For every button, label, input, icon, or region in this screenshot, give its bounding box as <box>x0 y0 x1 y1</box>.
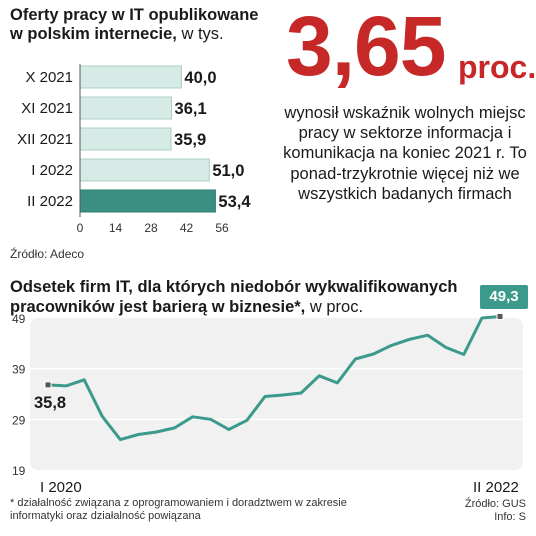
bar <box>79 65 182 89</box>
bar-category-label: I 2022 <box>31 162 73 179</box>
y-tick-label: 19 <box>12 464 26 478</box>
bar-value-label: 35,9 <box>174 131 206 149</box>
x-start-label: I 2020 <box>40 479 82 496</box>
line-chart: 19 29 39 49 35,8 <box>12 312 523 478</box>
x-end-label: II 2022 <box>473 479 519 496</box>
y-tick-label: 29 <box>12 413 26 427</box>
bar-category-label: XII 2021 <box>17 131 73 148</box>
end-point-marker <box>496 312 504 320</box>
bar-chart-source: Źródło: Adeco <box>10 247 85 261</box>
series-line <box>46 315 502 442</box>
y-tick-label: 49 <box>12 312 26 326</box>
bar-category-label: X 2021 <box>25 69 73 86</box>
bar-value-label: 40,0 <box>184 69 216 87</box>
bar-value-label: 36,1 <box>175 100 207 118</box>
end-value-badge: 49,3 <box>480 285 528 309</box>
line-chart-title: Odsetek firm IT, dla których niedobór wy… <box>10 278 480 317</box>
y-tick-label: 39 <box>12 363 26 377</box>
start-value-label: 35,8 <box>34 394 66 412</box>
bar <box>79 127 172 151</box>
bar-tick-label: 14 <box>109 221 123 235</box>
bar-category-label: XI 2021 <box>21 100 73 117</box>
bar-category-label: II 2022 <box>27 193 73 210</box>
start-point-marker <box>44 381 52 389</box>
highlight-description: wynosił wskaźnik wolnych miejsc pracy w … <box>283 104 527 203</box>
line-chart-title-text: Odsetek firm IT, dla których niedobór wy… <box>10 278 458 316</box>
bar-tick-label: 42 <box>180 221 194 235</box>
highlight-value: 3,65 <box>286 0 446 93</box>
bar-chart-title: Oferty pracy w IT opublikowane w polskim… <box>10 6 272 44</box>
highlight-unit: proc. <box>458 49 536 85</box>
bar-value-label: 53,4 <box>218 193 251 211</box>
bar <box>79 158 210 182</box>
bar-chart-title-text: Oferty pracy w IT opublikowane w polskim… <box>10 6 259 43</box>
info-credit: Info: S <box>494 511 526 523</box>
bar-tick-label: 28 <box>144 221 158 235</box>
plot-background <box>30 318 523 470</box>
line-chart-source-block: Źródło: GUS Info: S <box>465 498 526 524</box>
line-chart-unit: w proc. <box>305 297 364 316</box>
bar-value-label: 51,0 <box>212 162 244 180</box>
bar-chart-unit: w tys. <box>176 25 224 43</box>
bar <box>79 189 216 213</box>
line-chart-source: Źródło: GUS <box>464 498 526 510</box>
bar-chart: X 2021 40,0 XI 2021 36,1 XII 2021 35,9 I 2022 5… <box>17 64 251 235</box>
bar-tick-label: 0 <box>77 221 84 235</box>
footnote: * działalność związana z oprogramowaniem… <box>10 497 347 522</box>
bar <box>79 96 173 120</box>
bar-tick-label: 56 <box>215 221 229 235</box>
